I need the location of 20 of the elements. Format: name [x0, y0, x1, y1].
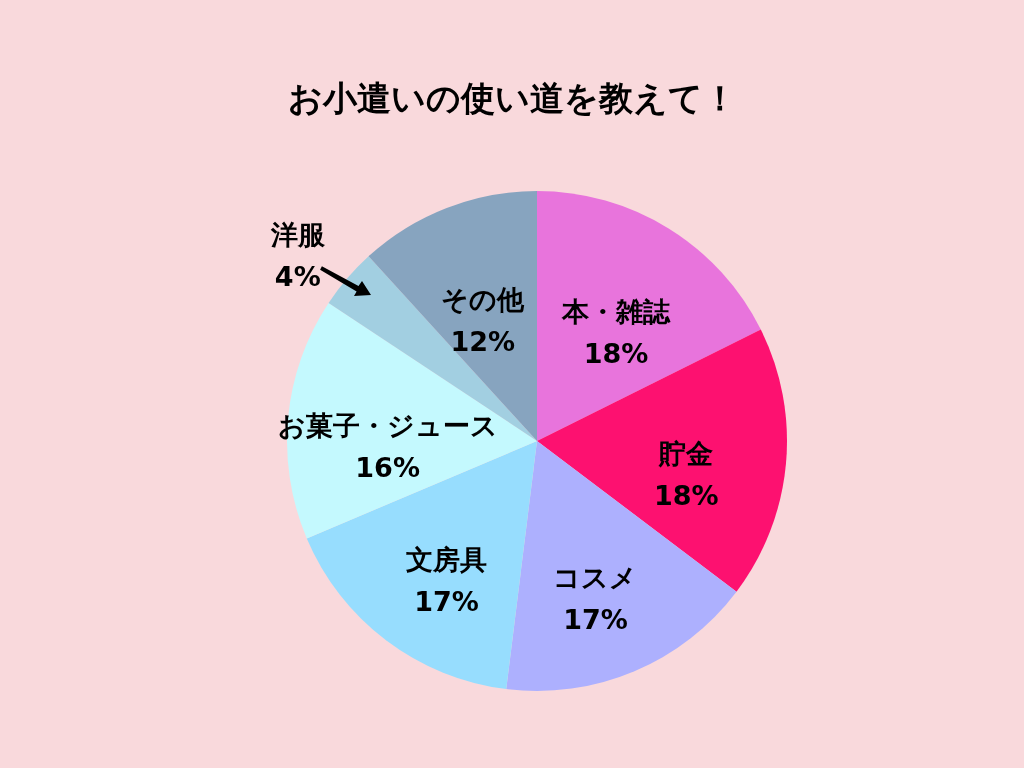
slice-label: 貯金: [658, 437, 714, 469]
pie-slice: [537, 329, 787, 592]
data-label: 4%: [274, 261, 321, 293]
data-label: 16%: [355, 452, 420, 484]
slice-label: 洋服: [269, 219, 326, 251]
slice-label: お菓子・ジュース: [277, 410, 498, 442]
pie-slice: [506, 441, 737, 691]
pie-slice: [368, 191, 537, 441]
slice-label: その他: [441, 284, 526, 316]
pie-slice: [537, 191, 761, 441]
slice-label: 文房具: [406, 543, 488, 575]
chart-title: お小遣いの使い道を教えて！: [287, 78, 737, 118]
data-label: 12%: [450, 326, 516, 358]
pie-slice: [306, 441, 537, 690]
slice-label: コスメ: [553, 562, 638, 594]
data-label: 17%: [563, 604, 628, 636]
data-label: 18%: [583, 338, 649, 370]
data-label: 18%: [654, 479, 719, 511]
slice-label: 本・雑誌: [560, 296, 671, 328]
data-label: 17%: [414, 585, 479, 617]
